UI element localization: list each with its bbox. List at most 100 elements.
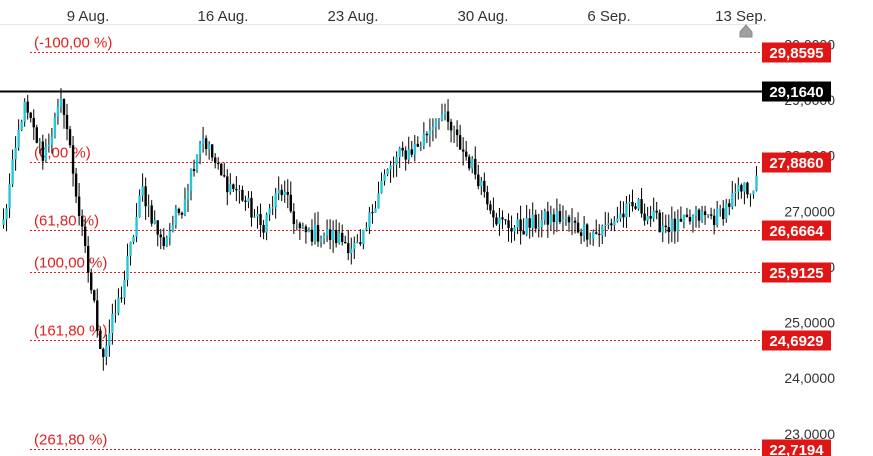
candle-up <box>247 197 250 202</box>
candle-down <box>401 147 404 151</box>
candle-up <box>428 129 432 136</box>
candle-down <box>71 145 75 174</box>
candle-down <box>576 222 580 233</box>
candle-down <box>495 217 498 225</box>
candle-down <box>250 197 253 218</box>
candle-up <box>153 220 156 224</box>
candle-up <box>480 180 483 187</box>
candle-up <box>422 133 426 147</box>
candle-up <box>613 221 616 226</box>
candle-up <box>183 199 187 215</box>
candle-up <box>628 201 631 204</box>
candle-down <box>26 101 29 113</box>
candle-up <box>682 214 686 222</box>
candle-down <box>244 200 247 202</box>
candle-up <box>601 226 604 236</box>
candle-up <box>755 175 758 191</box>
candle-down <box>492 210 495 218</box>
candle-up <box>637 199 640 209</box>
candle-up <box>652 210 655 219</box>
candle-up <box>277 189 280 194</box>
candle-down <box>341 232 344 242</box>
candle-down <box>595 232 598 234</box>
candle-up <box>201 138 205 144</box>
candle-down <box>579 232 583 236</box>
candle-down <box>162 237 165 247</box>
candles <box>2 88 758 371</box>
candle-up <box>322 235 326 239</box>
candle-up <box>407 149 410 160</box>
candle-down <box>649 216 652 219</box>
candle-up <box>531 214 534 228</box>
candle-down <box>474 158 477 175</box>
candle-up <box>44 146 48 161</box>
candle-down <box>241 189 244 201</box>
candle-up <box>437 119 441 121</box>
candle-up <box>256 214 259 217</box>
candle-up <box>516 219 519 228</box>
fib-value-text: 22,7194 <box>769 442 824 456</box>
candle-up <box>513 227 516 232</box>
candle-down <box>159 234 162 238</box>
candle-down <box>610 223 613 226</box>
candle-up <box>350 248 353 254</box>
x-tick-label: 6 Sep. <box>587 8 630 25</box>
candle-up <box>570 220 574 223</box>
candle-down <box>232 184 235 189</box>
candle-up <box>749 194 752 196</box>
candle-up <box>383 174 386 181</box>
candle-up <box>8 184 11 209</box>
candle-up <box>625 203 628 218</box>
candle-up <box>56 106 60 118</box>
x-tick-label: 9 Aug. <box>67 8 110 25</box>
candle-up <box>238 189 241 191</box>
candle-down <box>658 212 661 233</box>
candle-down <box>522 231 525 235</box>
candle-up <box>2 219 5 225</box>
fib-level-label: (161,80 %) <box>34 323 107 340</box>
candle-down <box>464 151 468 157</box>
candle-down <box>328 229 332 240</box>
candle-up <box>725 203 728 219</box>
candle-down <box>728 203 731 208</box>
fib-level-label: (-100,00 %) <box>34 35 112 52</box>
candle-up <box>561 218 565 222</box>
candle-down <box>235 188 238 191</box>
candle-up <box>646 216 649 221</box>
candle-down <box>213 157 217 164</box>
candle-up <box>434 120 438 128</box>
candle-up <box>619 213 622 219</box>
candle-up <box>706 214 710 216</box>
candle-up <box>189 169 193 191</box>
candle-up <box>265 214 268 233</box>
candle-down <box>404 150 407 160</box>
candle-up <box>374 208 377 213</box>
candle-up <box>295 223 299 225</box>
candle-up <box>389 165 392 170</box>
scroll-up-arrow-icon[interactable] <box>739 24 753 38</box>
candle-up <box>253 216 256 218</box>
candle-up <box>168 231 172 238</box>
candle-down <box>501 217 504 220</box>
candle-up <box>271 207 274 209</box>
candle-down <box>298 223 302 229</box>
candle-down <box>262 224 265 233</box>
fib-level-label: (0,00 %) <box>34 145 91 162</box>
candle-down <box>534 214 537 229</box>
candle-down <box>622 213 625 218</box>
candle-up <box>419 146 423 148</box>
candle-down <box>746 182 749 195</box>
fib-value-badge <box>762 42 831 63</box>
candle-down <box>289 194 292 212</box>
fib-value-badge <box>762 439 831 456</box>
candle-down <box>316 225 320 242</box>
candle-up <box>734 191 737 194</box>
fib-level-label: (261,80 %) <box>34 432 107 449</box>
candle-up <box>380 180 383 194</box>
candle-down <box>679 218 683 222</box>
candle-down <box>449 121 453 131</box>
candle-up <box>700 211 704 221</box>
candle-down <box>673 218 677 232</box>
candle-up <box>540 219 543 228</box>
candle-up <box>431 127 435 130</box>
